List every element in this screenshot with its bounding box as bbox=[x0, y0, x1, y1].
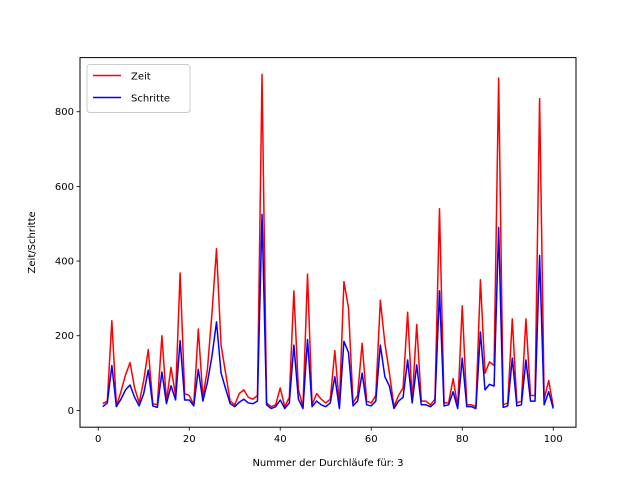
series-layer bbox=[102, 73, 554, 410]
y-axis: 0 200 400 600 800 bbox=[55, 107, 80, 417]
x-tick-label: 80 bbox=[456, 434, 469, 445]
x-tick-label: 40 bbox=[274, 434, 287, 445]
y-tick-label: 800 bbox=[55, 107, 74, 118]
legend-label-zeit: Zeit bbox=[131, 72, 151, 83]
x-tick-label: 0 bbox=[95, 434, 101, 445]
plot-area bbox=[79, 57, 577, 428]
x-axis: 0 20 40 60 80 100 bbox=[95, 427, 563, 445]
y-axis-title: Zeit/Schritte bbox=[27, 211, 38, 273]
plot-frame bbox=[79, 57, 577, 428]
x-tick-label: 60 bbox=[365, 434, 378, 445]
y-tick-label: 600 bbox=[55, 182, 74, 193]
series-line-schritte bbox=[102, 213, 554, 410]
series-line-zeit bbox=[102, 73, 554, 408]
y-tick-label: 0 bbox=[68, 406, 74, 417]
x-axis-title: Nummer der Durchläufe für: 3 bbox=[252, 458, 403, 469]
legend-label-schritte: Schritte bbox=[131, 94, 170, 105]
legend-box bbox=[86, 64, 191, 113]
legend: Zeit Schritte bbox=[86, 64, 191, 113]
y-tick-label: 200 bbox=[55, 331, 74, 342]
y-tick-label: 400 bbox=[55, 257, 74, 268]
x-tick-label: 20 bbox=[183, 434, 196, 445]
x-tick-label: 100 bbox=[544, 434, 563, 445]
